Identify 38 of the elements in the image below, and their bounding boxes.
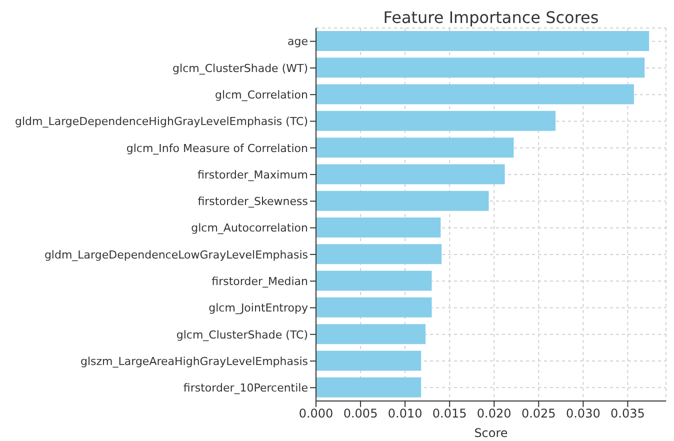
x-tick-label: 0.020 [476,406,512,421]
y-tick-label: glcm_Correlation [215,88,308,102]
y-tick-label: gldm_LargeDependenceHighGrayLevelEmphasis (TC) [14,115,308,128]
chart-title: Feature Importance Scores [382,8,600,27]
x-tick-label: 0.030 [566,406,600,421]
y-tick-label: gldm_LargeDependenceLowGrayLevelEmphasis [44,248,308,262]
bar [316,58,645,78]
bar [316,244,442,264]
x-tick-label: 0.025 [521,406,556,421]
bar [316,110,556,131]
y-tick-label: firstorder_10Percentile [183,382,308,395]
y-tick-label: glcm_Info Measure of Correlation [126,142,308,155]
bar [316,164,505,184]
bar [316,31,650,51]
bar [316,377,422,398]
x-tick-label: 0.000 [298,406,334,421]
bar [316,297,432,318]
bar [316,190,489,211]
x-tick-label: 0.005 [343,406,378,421]
x-tick-label: 0.010 [388,406,422,421]
y-tick-label: glszm_LargeAreaHighGrayLevelEmphasis [80,354,308,368]
y-tick-label: firstorder_Median [212,275,308,288]
bar [316,138,514,158]
y-tick-label: glcm_ClusterShade (WT) [172,62,308,75]
y-tick-label: glcm_Autocorrelation [191,222,308,235]
bar [316,218,441,238]
bar [316,324,426,344]
x-axis-title: Score [474,426,508,440]
bar [316,84,634,104]
y-tick-label: firstorder_Maximum [197,168,308,182]
y-tick-label: firstorder_Skewness [198,195,308,208]
x-tick-label: 0.015 [432,406,467,421]
y-tick-label: glcm_ClusterShade (TC) [176,328,308,342]
y-tick-label: glcm_JointEntropy [208,302,308,315]
bar [316,350,422,371]
bar [316,270,432,291]
x-tick-label: 0.035 [610,406,645,421]
y-tick-label: age [288,35,308,48]
